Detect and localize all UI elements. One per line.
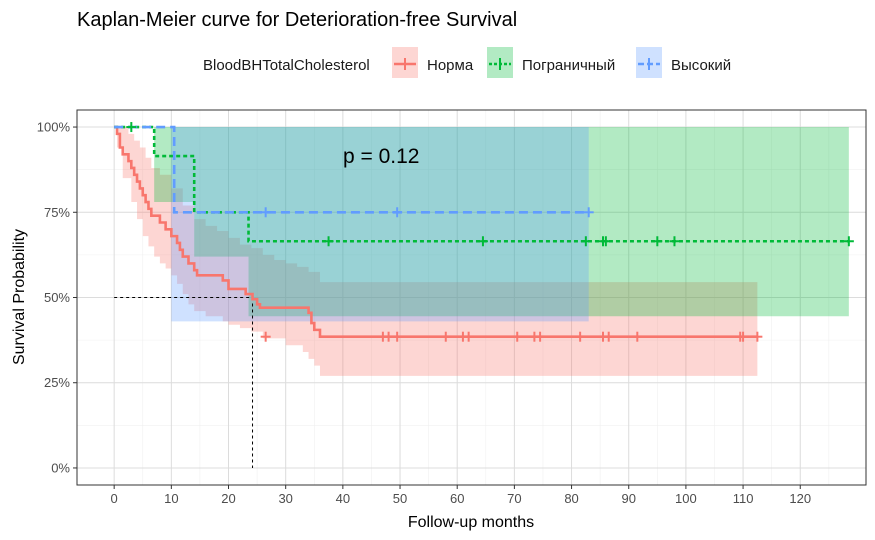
- x-tick-label: 30: [278, 491, 292, 506]
- censor-mark: [583, 207, 594, 218]
- censor-mark: [440, 331, 451, 342]
- x-tick-label: 80: [564, 491, 578, 506]
- x-tick-label: 100: [675, 491, 697, 506]
- x-tick-label: 10: [164, 491, 178, 506]
- censor-mark: [463, 331, 474, 342]
- legend-item-Пограничный: Пограничный: [487, 47, 615, 78]
- x-tick-label: 120: [789, 491, 811, 506]
- legend-item-Норма: Норма: [392, 47, 474, 78]
- survival-curve-Высокий: [114, 125, 589, 214]
- y-tick-label: 100%: [37, 120, 71, 135]
- y-tick-label: 50%: [44, 290, 70, 305]
- legend-label-Пограничный: Пограничный: [522, 57, 615, 74]
- y-tick-label: 75%: [44, 205, 70, 220]
- censor-mark: [575, 331, 586, 342]
- plot-area: p = 0.12: [76, 109, 867, 486]
- x-tick-label: 0: [111, 491, 118, 506]
- censor-mark: [392, 207, 403, 218]
- legend-title: BloodBHTotalCholesterol: [203, 57, 370, 74]
- censor-mark: [752, 331, 763, 342]
- censor-mark: [392, 331, 403, 342]
- x-tick-label: 40: [336, 491, 350, 506]
- censor-mark: [535, 331, 546, 342]
- x-axis-title: Follow-up months: [408, 514, 534, 531]
- legend: BloodBHTotalCholesterol Норма Пограничный…: [203, 47, 731, 78]
- y-tick-label: 25%: [44, 375, 70, 390]
- censor-mark: [603, 331, 614, 342]
- censor-mark: [669, 236, 680, 247]
- confidence-band-Норма: [114, 127, 758, 376]
- censor-mark: [843, 236, 854, 247]
- censor-mark: [652, 236, 663, 247]
- censor-mark: [260, 331, 271, 342]
- legend-label-Норма: Норма: [427, 57, 474, 74]
- censor-mark: [632, 331, 643, 342]
- censor-mark: [738, 331, 749, 342]
- x-tick-label: 110: [733, 491, 754, 506]
- censor-mark: [126, 122, 137, 133]
- y-tick-label: 0%: [51, 460, 70, 475]
- censor-mark: [512, 331, 523, 342]
- censor-mark: [323, 236, 334, 247]
- censor-mark: [600, 236, 611, 247]
- survival-curve-Норма: [114, 125, 758, 339]
- censor-mark: [477, 236, 488, 247]
- censor-mark: [383, 331, 394, 342]
- x-tick-label: 70: [507, 491, 521, 506]
- confidence-band-Пограничный: [114, 127, 849, 317]
- x-tick-label: 60: [450, 491, 464, 506]
- x-tick-label: 50: [393, 491, 407, 506]
- censor-mark: [260, 207, 271, 218]
- x-tick-label: 20: [221, 491, 235, 506]
- y-axis-title: Survival Probability: [11, 229, 28, 365]
- legend-item-Высокий: Высокий: [636, 47, 731, 78]
- legend-label-Высокий: Высокий: [671, 57, 731, 74]
- x-tick-label: 90: [621, 491, 635, 506]
- chart-title: Kaplan-Meier curve for Deterioration-fre…: [77, 9, 517, 31]
- survival-curve-Пограничный: [114, 125, 849, 243]
- p-value-annotation: p = 0.12: [343, 145, 419, 168]
- confidence-band-Высокий: [114, 127, 589, 322]
- censor-mark: [580, 236, 591, 247]
